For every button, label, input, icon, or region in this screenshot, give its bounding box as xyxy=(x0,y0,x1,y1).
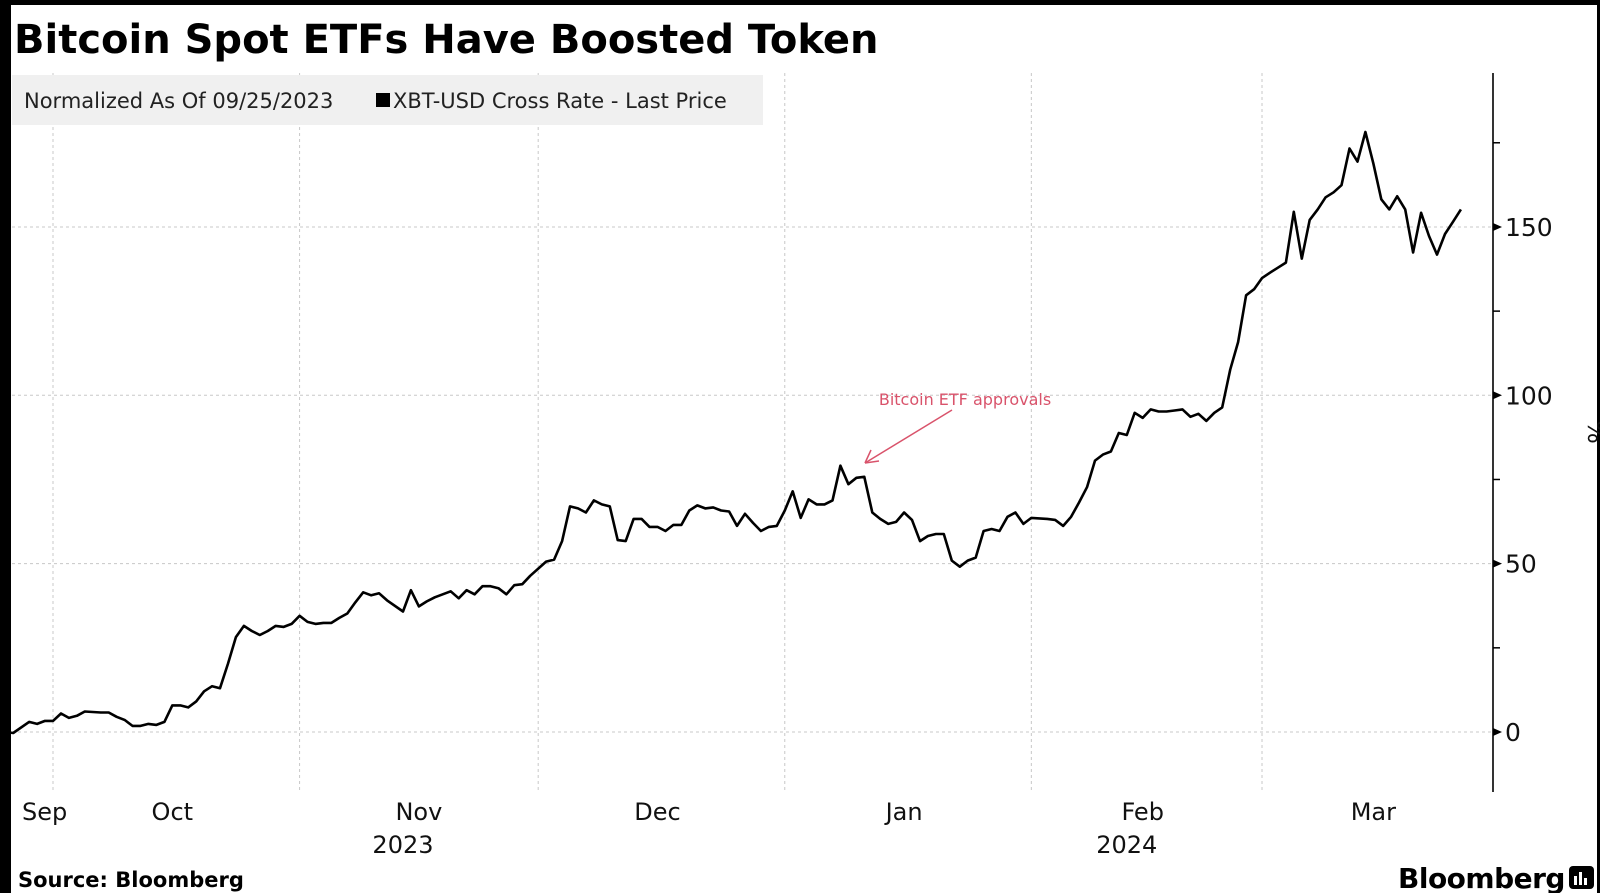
x-year-label: 2023 xyxy=(372,831,433,859)
y-axis-ticks: 0 50 100 150 xyxy=(1493,142,1553,747)
bloomberg-logo: Bloomberg xyxy=(1398,862,1594,893)
annotation-arrow xyxy=(864,409,953,464)
y-major-tick xyxy=(1493,559,1502,568)
legend-series-label: XBT-USD Cross Rate - Last Price xyxy=(393,89,727,113)
y-tick-label: 100 xyxy=(1505,381,1553,410)
x-tick-label: Dec xyxy=(634,798,680,826)
y-major-tick xyxy=(1493,222,1502,231)
x-axis-labels: Sep Oct Nov Dec Jan Feb Mar 2023 2024 xyxy=(22,798,1396,859)
y-tick-label: 0 xyxy=(1505,718,1521,747)
source-note: Source: Bloomberg xyxy=(18,868,244,892)
gridlines xyxy=(12,73,1493,792)
y-major-tick xyxy=(1493,728,1502,736)
annotation-text: Bitcoin ETF approvals xyxy=(879,390,1051,409)
chart-title: Bitcoin Spot ETFs Have Boosted Token xyxy=(14,17,879,63)
y-tick-label: 50 xyxy=(1505,550,1537,579)
x-tick-label: Sep xyxy=(22,798,67,826)
y-major-tick xyxy=(1493,391,1502,400)
x-tick-label: Oct xyxy=(152,798,194,826)
x-tick-label: Jan xyxy=(884,798,923,826)
chart-background xyxy=(11,5,1597,893)
brand-wordmark: Bloomberg xyxy=(1398,862,1565,893)
y-axis-label: % xyxy=(1582,420,1600,444)
series-line-xbt-usd xyxy=(5,130,1462,735)
legend-swatch xyxy=(376,93,390,107)
annotation-arrowhead xyxy=(864,449,880,464)
y-tick-label: 150 xyxy=(1505,213,1553,242)
annotation: Bitcoin ETF approvals xyxy=(864,390,1051,464)
x-tick-label: Nov xyxy=(395,798,442,826)
bloomberg-chart-icon xyxy=(1569,866,1594,889)
legend-note: Normalized As Of 09/25/2023 xyxy=(24,89,333,113)
x-year-label: 2024 xyxy=(1096,831,1157,859)
x-tick-label: Feb xyxy=(1121,798,1164,826)
x-tick-label: Mar xyxy=(1351,798,1396,826)
